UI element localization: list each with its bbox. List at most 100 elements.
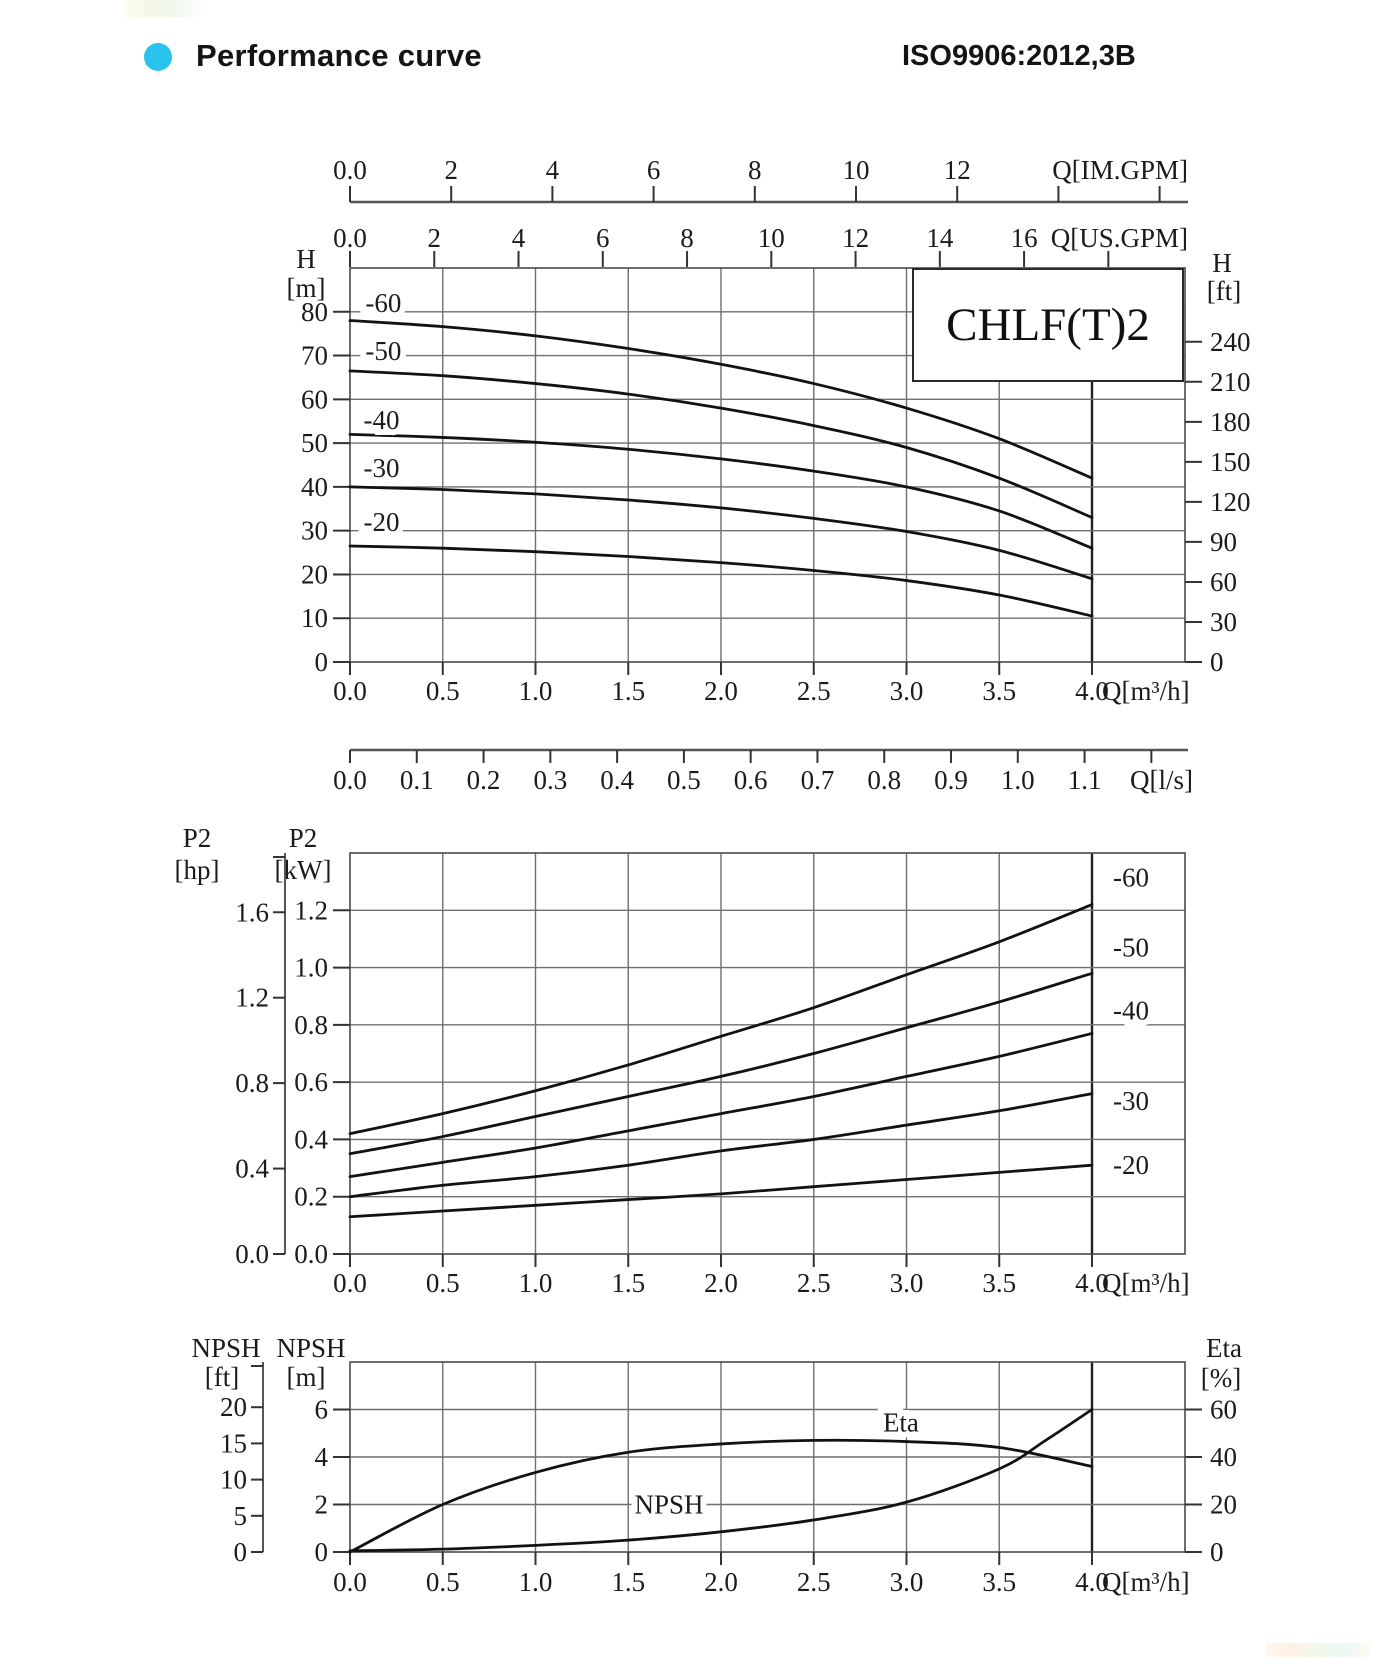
y-left-unit: [m]: [287, 1362, 326, 1392]
axis-text: 0.4: [294, 1124, 328, 1154]
axis-text: 0.8: [235, 1068, 269, 1098]
curve--40: [348, 1032, 1094, 1179]
axis-text: 0.7: [801, 765, 835, 795]
axis-text: 1.5: [611, 1567, 645, 1597]
axis-text: 0.5: [426, 1268, 460, 1298]
axis-text: 2.0: [704, 1567, 738, 1597]
axis-text: 0.0: [333, 676, 367, 706]
curve--30: [348, 485, 1094, 581]
axis-text: 50: [301, 428, 328, 458]
axis-text: 4.0: [1075, 676, 1109, 706]
axis-text: 1.5: [611, 1268, 645, 1298]
axis-text: 0.0: [333, 155, 367, 185]
x-axis: 0.0 0.5 1.0 1.5 2.0 2.5 3.0 3.5 4.0Q[m³/h]: [333, 1552, 1190, 1597]
axis-text: 2.0: [704, 676, 738, 706]
axis-text: 30: [1210, 607, 1237, 637]
y-right-title: H: [1212, 248, 1232, 278]
axis-text: 2.5: [797, 1268, 831, 1298]
axis-text: 0.0: [333, 223, 367, 253]
curve--50: [348, 369, 1094, 519]
axis-text: 3.5: [982, 676, 1016, 706]
x-secondary-title: Q[IM.GPM]: [1052, 155, 1188, 185]
axis-text: 0.9: [934, 765, 968, 795]
axis-text: 40: [1210, 1442, 1237, 1472]
model-label: CHLF(T)2: [946, 299, 1150, 351]
axis-text: 0.0: [333, 1567, 367, 1597]
axis-text: 3.0: [890, 1268, 924, 1298]
axis-text: 0.1: [400, 765, 434, 795]
axis-text: 4: [546, 155, 560, 185]
axis-text: 60: [301, 384, 328, 414]
grid: [349, 852, 1186, 1255]
y-outer-unit: [hp]: [175, 855, 220, 885]
axis-text: 2.5: [797, 676, 831, 706]
y-axis-outer-left: 0.0 0.4 0.8 1.2 1.6 P2[hp]: [175, 823, 286, 1269]
axis-text: 0.5: [667, 765, 701, 795]
y-outer-title: P2: [183, 823, 212, 853]
axis-text: 1.2: [235, 983, 269, 1013]
axis-text: 0.4: [235, 1154, 269, 1184]
axis-text: 8: [748, 155, 762, 185]
axis-text: 0.0: [294, 1239, 328, 1269]
axis-text: 4: [315, 1442, 329, 1472]
curve--60: [348, 903, 1094, 1136]
npsh-eta-vs-flow-chart: 0246NPSH[m]05101520NPSH[ft]0204060Eta[%]…: [191, 1333, 1242, 1597]
axis-text: 1.2: [294, 895, 328, 925]
axis-text: 1.0: [1001, 765, 1035, 795]
axis-text: 0.5: [426, 676, 460, 706]
x-secondary-title: Q[l/s]: [1130, 765, 1193, 795]
axis-text: 4.0: [1075, 1268, 1109, 1298]
curve-label: -20: [364, 507, 400, 537]
curve--20: [348, 1163, 1094, 1219]
curve-label: -60: [1113, 862, 1149, 892]
axis-text: 1.6: [235, 897, 269, 927]
curve-label: -40: [1113, 996, 1149, 1026]
y-outer-unit: [ft]: [205, 1362, 239, 1392]
curve-label: -30: [1113, 1086, 1149, 1116]
axis-text: 3.5: [982, 1268, 1016, 1298]
axis-text: 20: [301, 559, 328, 589]
x-axis-title: Q[m³/h]: [1102, 676, 1190, 706]
model-box: CHLF(T)2: [912, 268, 1184, 382]
axis-text: 2.0: [704, 1268, 738, 1298]
curve-label: -60: [365, 288, 401, 318]
curve-label: -30: [364, 453, 400, 483]
axis-text: 2: [428, 223, 442, 253]
y-outer-title: NPSH: [191, 1333, 260, 1363]
y-right-unit: [%]: [1201, 1363, 1241, 1393]
axis-text: 0: [1210, 647, 1224, 677]
axis-text: 30: [301, 516, 328, 546]
axis-text: 210: [1210, 367, 1251, 397]
axis-text: 0: [315, 647, 329, 677]
series: [348, 1408, 1094, 1554]
axis-text: 70: [301, 341, 328, 371]
axis-text: 3.5: [982, 1567, 1016, 1597]
axis-text: 3.0: [890, 1567, 924, 1597]
y-axis-left: 0.0 0.2 0.4 0.6 0.8 1.0 1.2 P2[kW]: [275, 823, 350, 1269]
plot-border: [349, 267, 1186, 663]
y-left-unit: [kW]: [275, 855, 332, 885]
curve-label: -20: [1113, 1150, 1149, 1180]
axis-text: 1.0: [294, 953, 328, 983]
axis-text: 14: [926, 223, 954, 253]
axis-text: 6: [315, 1395, 329, 1425]
curve--50: [348, 971, 1094, 1156]
axis-text: 15: [220, 1428, 247, 1458]
curve-label: NPSH: [635, 1490, 704, 1520]
x-axis-secondary-top-1: 0.0 2 4 6 8 10 12 14 16 Q[US.GPM]: [333, 223, 1188, 267]
axis-text: 0.8: [294, 1010, 328, 1040]
axis-text: 0.0: [333, 1268, 367, 1298]
power-vs-flow-chart: 0.00.20.40.60.81.01.2P2[kW]0.00.40.81.21…: [175, 823, 1190, 1298]
axis-text: 0.8: [867, 765, 901, 795]
curve-label: -40: [364, 405, 400, 435]
axis-text: 6: [596, 223, 610, 253]
curve--20: [348, 544, 1094, 618]
axis-text: 8: [680, 223, 694, 253]
y-left-title: NPSH: [276, 1333, 345, 1363]
y-right-unit: [ft]: [1207, 276, 1241, 306]
axis-text: 180: [1210, 407, 1251, 437]
axis-text: 80: [301, 297, 328, 327]
axis-text: 1.5: [611, 676, 645, 706]
axis-text: 150: [1210, 447, 1251, 477]
